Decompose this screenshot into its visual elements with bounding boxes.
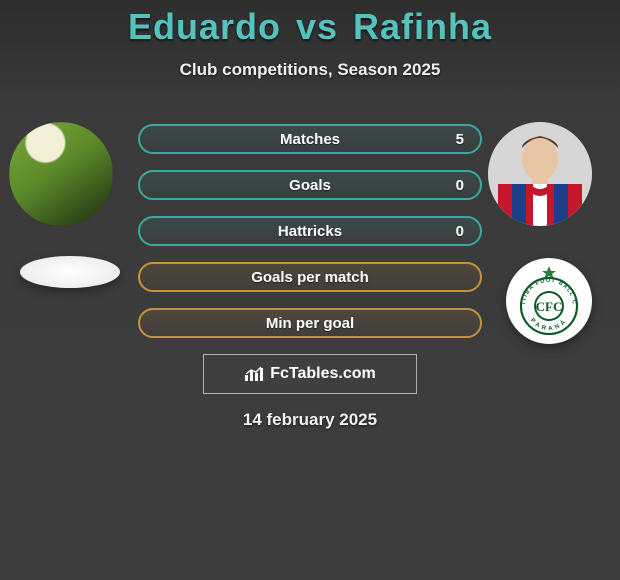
stat-row-goals: Goals 0	[138, 170, 482, 200]
stat-label: Goals per match	[196, 269, 424, 286]
bar-chart-icon	[244, 366, 264, 382]
player-left-avatar-image	[9, 122, 113, 226]
brand-text: FcTables.com	[270, 365, 376, 383]
stat-row-matches: Matches 5	[138, 124, 482, 154]
stat-right-value: 5	[424, 131, 464, 148]
brand-box: FcTables.com	[203, 354, 417, 394]
stat-label: Matches	[196, 131, 424, 148]
stat-label: Min per goal	[196, 315, 424, 332]
svg-text:CFC: CFC	[536, 299, 563, 314]
player-right-avatar	[488, 122, 592, 226]
title-vs: vs	[296, 6, 338, 47]
page-title: Eduardo vs Rafinha	[0, 0, 620, 48]
title-player-left: Eduardo	[128, 6, 281, 47]
stat-right-value: 0	[424, 177, 464, 194]
coritiba-crest-icon: CORITIBA FOOT BALL CLUB PARANÁ CFC	[514, 266, 584, 336]
player-right-avatar-image	[488, 122, 592, 226]
comparison-card: Eduardo vs Rafinha Club competitions, Se…	[0, 0, 620, 580]
player-left-avatar	[9, 122, 113, 226]
stat-row-goals-per-match: Goals per match	[138, 262, 482, 292]
player-left-club-badge	[20, 256, 120, 288]
stats-list: Matches 5 Goals 0 Hattricks 0 Goals per …	[138, 124, 482, 354]
subtitle: Club competitions, Season 2025	[0, 60, 620, 80]
date-text: 14 february 2025	[0, 410, 620, 430]
stat-label: Hattricks	[196, 223, 424, 240]
stat-row-min-per-goal: Min per goal	[138, 308, 482, 338]
stat-label: Goals	[196, 177, 424, 194]
player-right-club-badge: CORITIBA FOOT BALL CLUB PARANÁ CFC	[506, 258, 592, 344]
stat-row-hattricks: Hattricks 0	[138, 216, 482, 246]
stat-right-value: 0	[424, 223, 464, 240]
title-player-right: Rafinha	[353, 6, 492, 47]
